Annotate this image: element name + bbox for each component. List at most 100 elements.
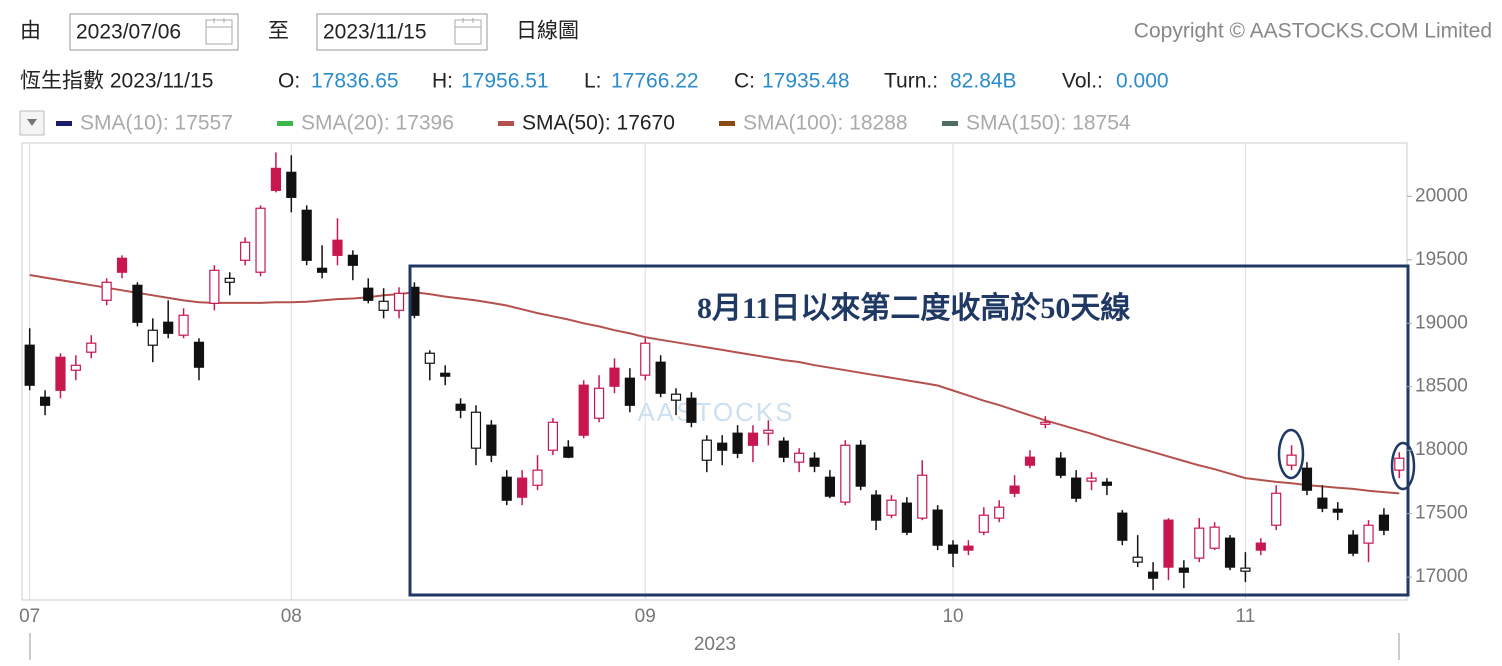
candle-body bbox=[1224, 537, 1236, 568]
candle-body bbox=[332, 239, 343, 256]
candle-body bbox=[886, 499, 897, 516]
candle-body bbox=[178, 314, 189, 336]
legend-entry: SMA(10): 17557 bbox=[80, 112, 233, 135]
highlight-ellipse bbox=[1390, 441, 1416, 491]
candle-body bbox=[455, 403, 466, 411]
candle-body bbox=[701, 439, 712, 461]
y-tick-label: 19500 bbox=[1415, 249, 1468, 270]
legend-entry: SMA(150): 18754 bbox=[966, 112, 1131, 135]
candle-body bbox=[1101, 481, 1113, 486]
quote-value: 0.000 bbox=[1116, 70, 1169, 93]
calendar-icon[interactable] bbox=[454, 18, 482, 45]
candle-body bbox=[1363, 524, 1374, 544]
candle-body bbox=[640, 342, 651, 376]
candle-body bbox=[747, 432, 759, 446]
watermark: AASTOCKS bbox=[637, 397, 794, 427]
legend-entry: SMA(100): 18288 bbox=[743, 112, 908, 135]
candle-body bbox=[794, 452, 805, 463]
candle-body bbox=[501, 476, 512, 501]
candle-body bbox=[1024, 456, 1036, 466]
candle-body bbox=[86, 342, 97, 353]
candle-body bbox=[378, 300, 389, 311]
candle-body bbox=[440, 372, 451, 377]
chart-kind[interactable]: 日線圖 bbox=[516, 20, 579, 43]
candle-body bbox=[855, 444, 866, 487]
candle-body bbox=[517, 477, 528, 498]
copyright: Copyright © AASTOCKS.COM Limited bbox=[1134, 20, 1492, 43]
candle-body bbox=[116, 257, 128, 273]
from-label: 由 bbox=[20, 20, 41, 43]
candle-body bbox=[963, 545, 974, 551]
to-date: 2023/11/15 bbox=[323, 21, 427, 44]
candle-body bbox=[732, 432, 743, 454]
to-label: 至 bbox=[268, 20, 289, 43]
candle-body bbox=[563, 446, 574, 458]
dropdown-arrow bbox=[27, 119, 37, 126]
candle-body bbox=[932, 509, 943, 546]
candle-body bbox=[70, 364, 81, 371]
y-tick-label: 18500 bbox=[1415, 376, 1468, 397]
candle-body bbox=[316, 267, 328, 273]
quote-value: 17956.51 bbox=[461, 70, 549, 93]
y-tick-label: 17000 bbox=[1415, 566, 1468, 587]
quote-label: O: bbox=[278, 70, 300, 93]
candle-body bbox=[547, 421, 559, 451]
candle-body bbox=[655, 361, 666, 394]
candle-body bbox=[917, 474, 928, 519]
legend-swatch bbox=[498, 121, 514, 126]
x-tick-label: 10 bbox=[942, 606, 963, 627]
candle-body bbox=[840, 444, 851, 503]
candle-body bbox=[978, 514, 989, 533]
candle-body bbox=[1194, 527, 1205, 559]
candle-body bbox=[1040, 421, 1051, 425]
candle-body bbox=[717, 442, 728, 451]
candle-body bbox=[593, 387, 605, 419]
candle-body bbox=[163, 321, 174, 334]
calendar-icon[interactable] bbox=[205, 18, 233, 45]
candle-body bbox=[147, 329, 158, 346]
candle-body bbox=[1009, 485, 1020, 494]
candle-body bbox=[1378, 514, 1390, 531]
legend-swatch bbox=[56, 121, 72, 126]
candle-body bbox=[1317, 497, 1328, 509]
quote-label: Turn.: bbox=[884, 70, 938, 93]
quote-value: 17836.65 bbox=[311, 70, 399, 93]
candle-body bbox=[470, 411, 482, 449]
candle-body bbox=[132, 284, 143, 323]
y-tick-label: 18000 bbox=[1415, 439, 1468, 460]
y-tick-label: 17500 bbox=[1415, 503, 1468, 524]
candle-body bbox=[193, 341, 205, 368]
candle-body bbox=[1255, 542, 1266, 551]
candle-body bbox=[578, 384, 589, 436]
candle-body bbox=[624, 377, 635, 406]
candle-body bbox=[486, 424, 497, 456]
candle-body bbox=[609, 367, 620, 387]
candle-body bbox=[870, 494, 882, 521]
quote-label: L: bbox=[584, 70, 602, 93]
candle-body bbox=[1071, 477, 1082, 499]
candle-body bbox=[1055, 457, 1066, 476]
x-tick-label: 09 bbox=[635, 606, 656, 627]
candle-body bbox=[55, 356, 66, 391]
candle-body bbox=[1178, 567, 1189, 573]
candle-body bbox=[1301, 467, 1313, 491]
candle-body bbox=[1209, 526, 1220, 549]
y-tick-label: 19000 bbox=[1415, 312, 1468, 333]
candle-body bbox=[363, 287, 374, 301]
candle-body bbox=[778, 440, 789, 458]
candle-body bbox=[1117, 512, 1128, 541]
sma-line bbox=[29, 274, 1400, 495]
candle-body bbox=[101, 281, 112, 301]
y-tick-label: 20000 bbox=[1415, 185, 1468, 206]
quote-value: 82.84B bbox=[950, 70, 1017, 93]
candle-body bbox=[39, 396, 51, 406]
candle-body bbox=[424, 352, 435, 364]
candle-body bbox=[1332, 508, 1343, 513]
candle-body bbox=[809, 457, 820, 467]
x-group-label: 2023 bbox=[694, 634, 736, 655]
legend-swatch bbox=[277, 121, 293, 126]
legend-entry: SMA(20): 17396 bbox=[301, 112, 454, 135]
quote-name: 恆生指數 2023/11/15 bbox=[20, 70, 213, 93]
candle-body bbox=[763, 429, 774, 434]
